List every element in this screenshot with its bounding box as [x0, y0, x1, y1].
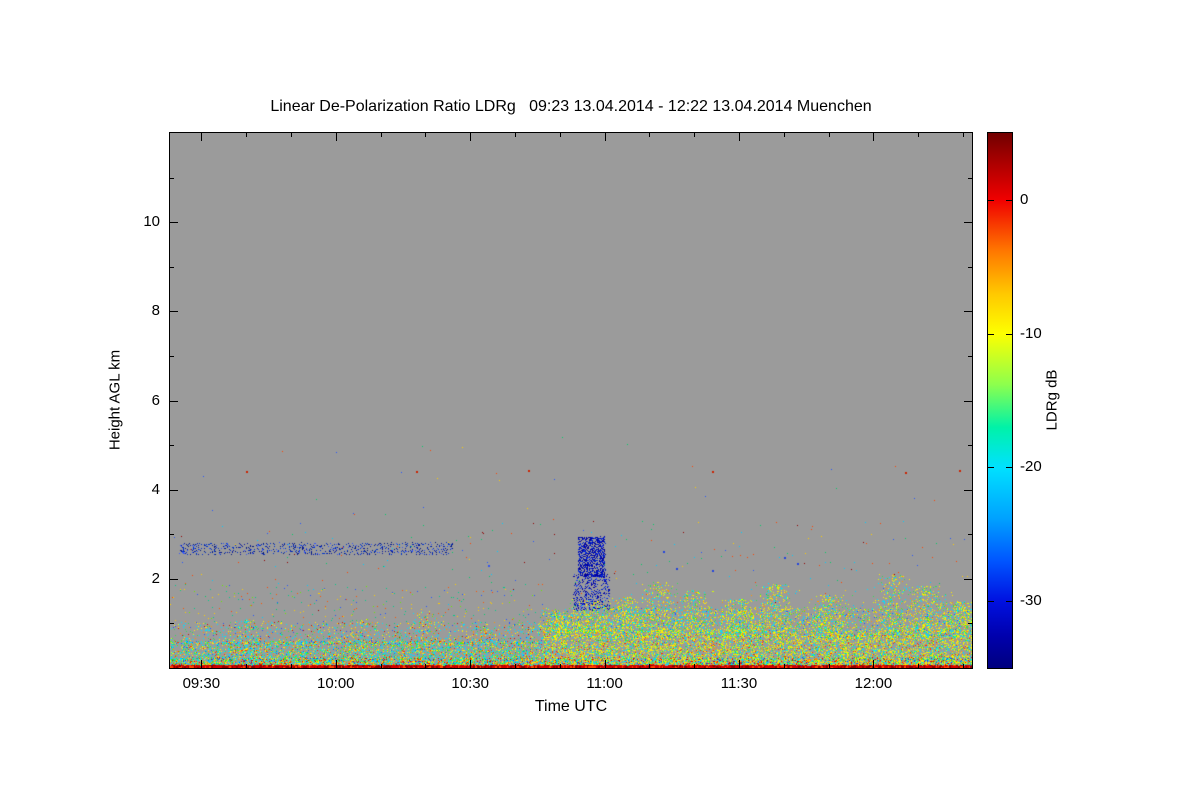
- x-tick-mark: [425, 664, 426, 668]
- heatmap-canvas: [170, 133, 972, 668]
- x-tick-mark: [515, 133, 516, 137]
- x-tick-mark: [560, 664, 561, 668]
- x-tick-mark: [963, 133, 964, 137]
- chart-title: Linear De-Polarization Ratio LDRg 09:23 …: [270, 98, 872, 115]
- x-tick-mark: [381, 133, 382, 137]
- x-tick-mark: [605, 660, 606, 668]
- y-tick-mark: [964, 401, 972, 402]
- x-tick-mark: [425, 133, 426, 137]
- y-tick-mark: [170, 490, 178, 491]
- plot-frame: [169, 132, 973, 669]
- colorbar-frame: [987, 132, 1013, 669]
- x-tick-label: 11:30: [720, 675, 758, 692]
- x-tick-mark: [515, 664, 516, 668]
- x-tick-mark: [560, 133, 561, 137]
- x-tick-mark: [201, 133, 202, 141]
- y-tick-mark: [170, 623, 174, 624]
- x-tick-mark: [963, 664, 964, 668]
- y-tick-mark: [170, 356, 174, 357]
- y-tick-label: 10: [143, 213, 160, 231]
- y-tick-mark: [964, 490, 972, 491]
- x-tick-mark: [381, 664, 382, 668]
- x-tick-label: 11:00: [586, 675, 623, 692]
- y-tick-mark: [170, 445, 174, 446]
- y-tick-mark: [170, 311, 178, 312]
- y-tick-mark: [968, 178, 972, 179]
- x-tick-label: 10:00: [316, 675, 355, 692]
- y-tick-mark: [170, 178, 174, 179]
- y-tick-label: 6: [151, 391, 160, 409]
- x-tick-mark: [784, 664, 785, 668]
- y-tick-label: 8: [151, 302, 160, 320]
- y-tick-label: 4: [151, 480, 160, 498]
- x-tick-mark: [291, 664, 292, 668]
- y-tick-mark: [968, 356, 972, 357]
- x-tick-mark: [605, 133, 606, 141]
- colorbar-tick-mark: [1006, 467, 1012, 468]
- colorbar-tick-label: -20: [1020, 458, 1042, 475]
- y-tick-label: 2: [151, 569, 160, 587]
- x-tick-mark: [470, 133, 471, 141]
- y-tick-mark: [968, 445, 972, 446]
- y-tick-mark: [170, 401, 178, 402]
- x-tick-mark: [829, 133, 830, 137]
- colorbar-tick-mark: [1006, 334, 1012, 335]
- y-tick-mark: [964, 222, 972, 223]
- y-tick-mark: [968, 534, 972, 535]
- colorbar-tick-label: 0: [1020, 191, 1029, 208]
- x-tick-mark: [246, 664, 247, 668]
- x-tick-mark: [336, 660, 337, 668]
- x-tick-mark: [829, 664, 830, 668]
- x-tick-mark: [649, 664, 650, 668]
- x-tick-mark: [918, 664, 919, 668]
- y-tick-mark: [170, 222, 178, 223]
- colorbar-label: LDRg dB: [1043, 369, 1061, 431]
- x-tick-label: 12:00: [854, 675, 893, 692]
- colorbar-gradient: [988, 133, 1012, 668]
- x-tick-mark: [336, 133, 337, 141]
- colorbar-tick-mark: [1006, 200, 1012, 201]
- y-tick-mark: [170, 534, 174, 535]
- y-tick-mark: [964, 311, 972, 312]
- x-tick-mark: [784, 133, 785, 137]
- colorbar-tick-mark: [988, 601, 994, 602]
- colorbar-tick-label: -10: [1020, 325, 1042, 342]
- y-tick-mark: [968, 267, 972, 268]
- x-tick-mark: [873, 133, 874, 141]
- x-tick-mark: [918, 133, 919, 137]
- x-tick-mark: [291, 133, 292, 137]
- x-tick-label: 09:30: [182, 675, 221, 692]
- colorbar-tick-label: -30: [1020, 592, 1042, 609]
- x-tick-mark: [201, 660, 202, 668]
- colorbar-tick-mark: [988, 334, 994, 335]
- x-tick-mark: [470, 660, 471, 668]
- colorbar-tick-mark: [1006, 601, 1012, 602]
- x-tick-mark: [246, 133, 247, 137]
- y-tick-mark: [964, 579, 972, 580]
- x-tick-mark: [649, 133, 650, 137]
- y-tick-mark: [968, 623, 972, 624]
- x-tick-mark: [739, 660, 740, 668]
- colorbar-tick-mark: [988, 200, 994, 201]
- y-tick-mark: [170, 267, 174, 268]
- x-axis-label: Time UTC: [534, 698, 608, 715]
- x-tick-label: 10:30: [451, 675, 489, 692]
- x-tick-mark: [873, 660, 874, 668]
- y-tick-mark: [170, 579, 178, 580]
- colorbar-tick-mark: [988, 467, 994, 468]
- x-tick-mark: [694, 664, 695, 668]
- x-tick-mark: [694, 133, 695, 137]
- x-tick-mark: [739, 133, 740, 141]
